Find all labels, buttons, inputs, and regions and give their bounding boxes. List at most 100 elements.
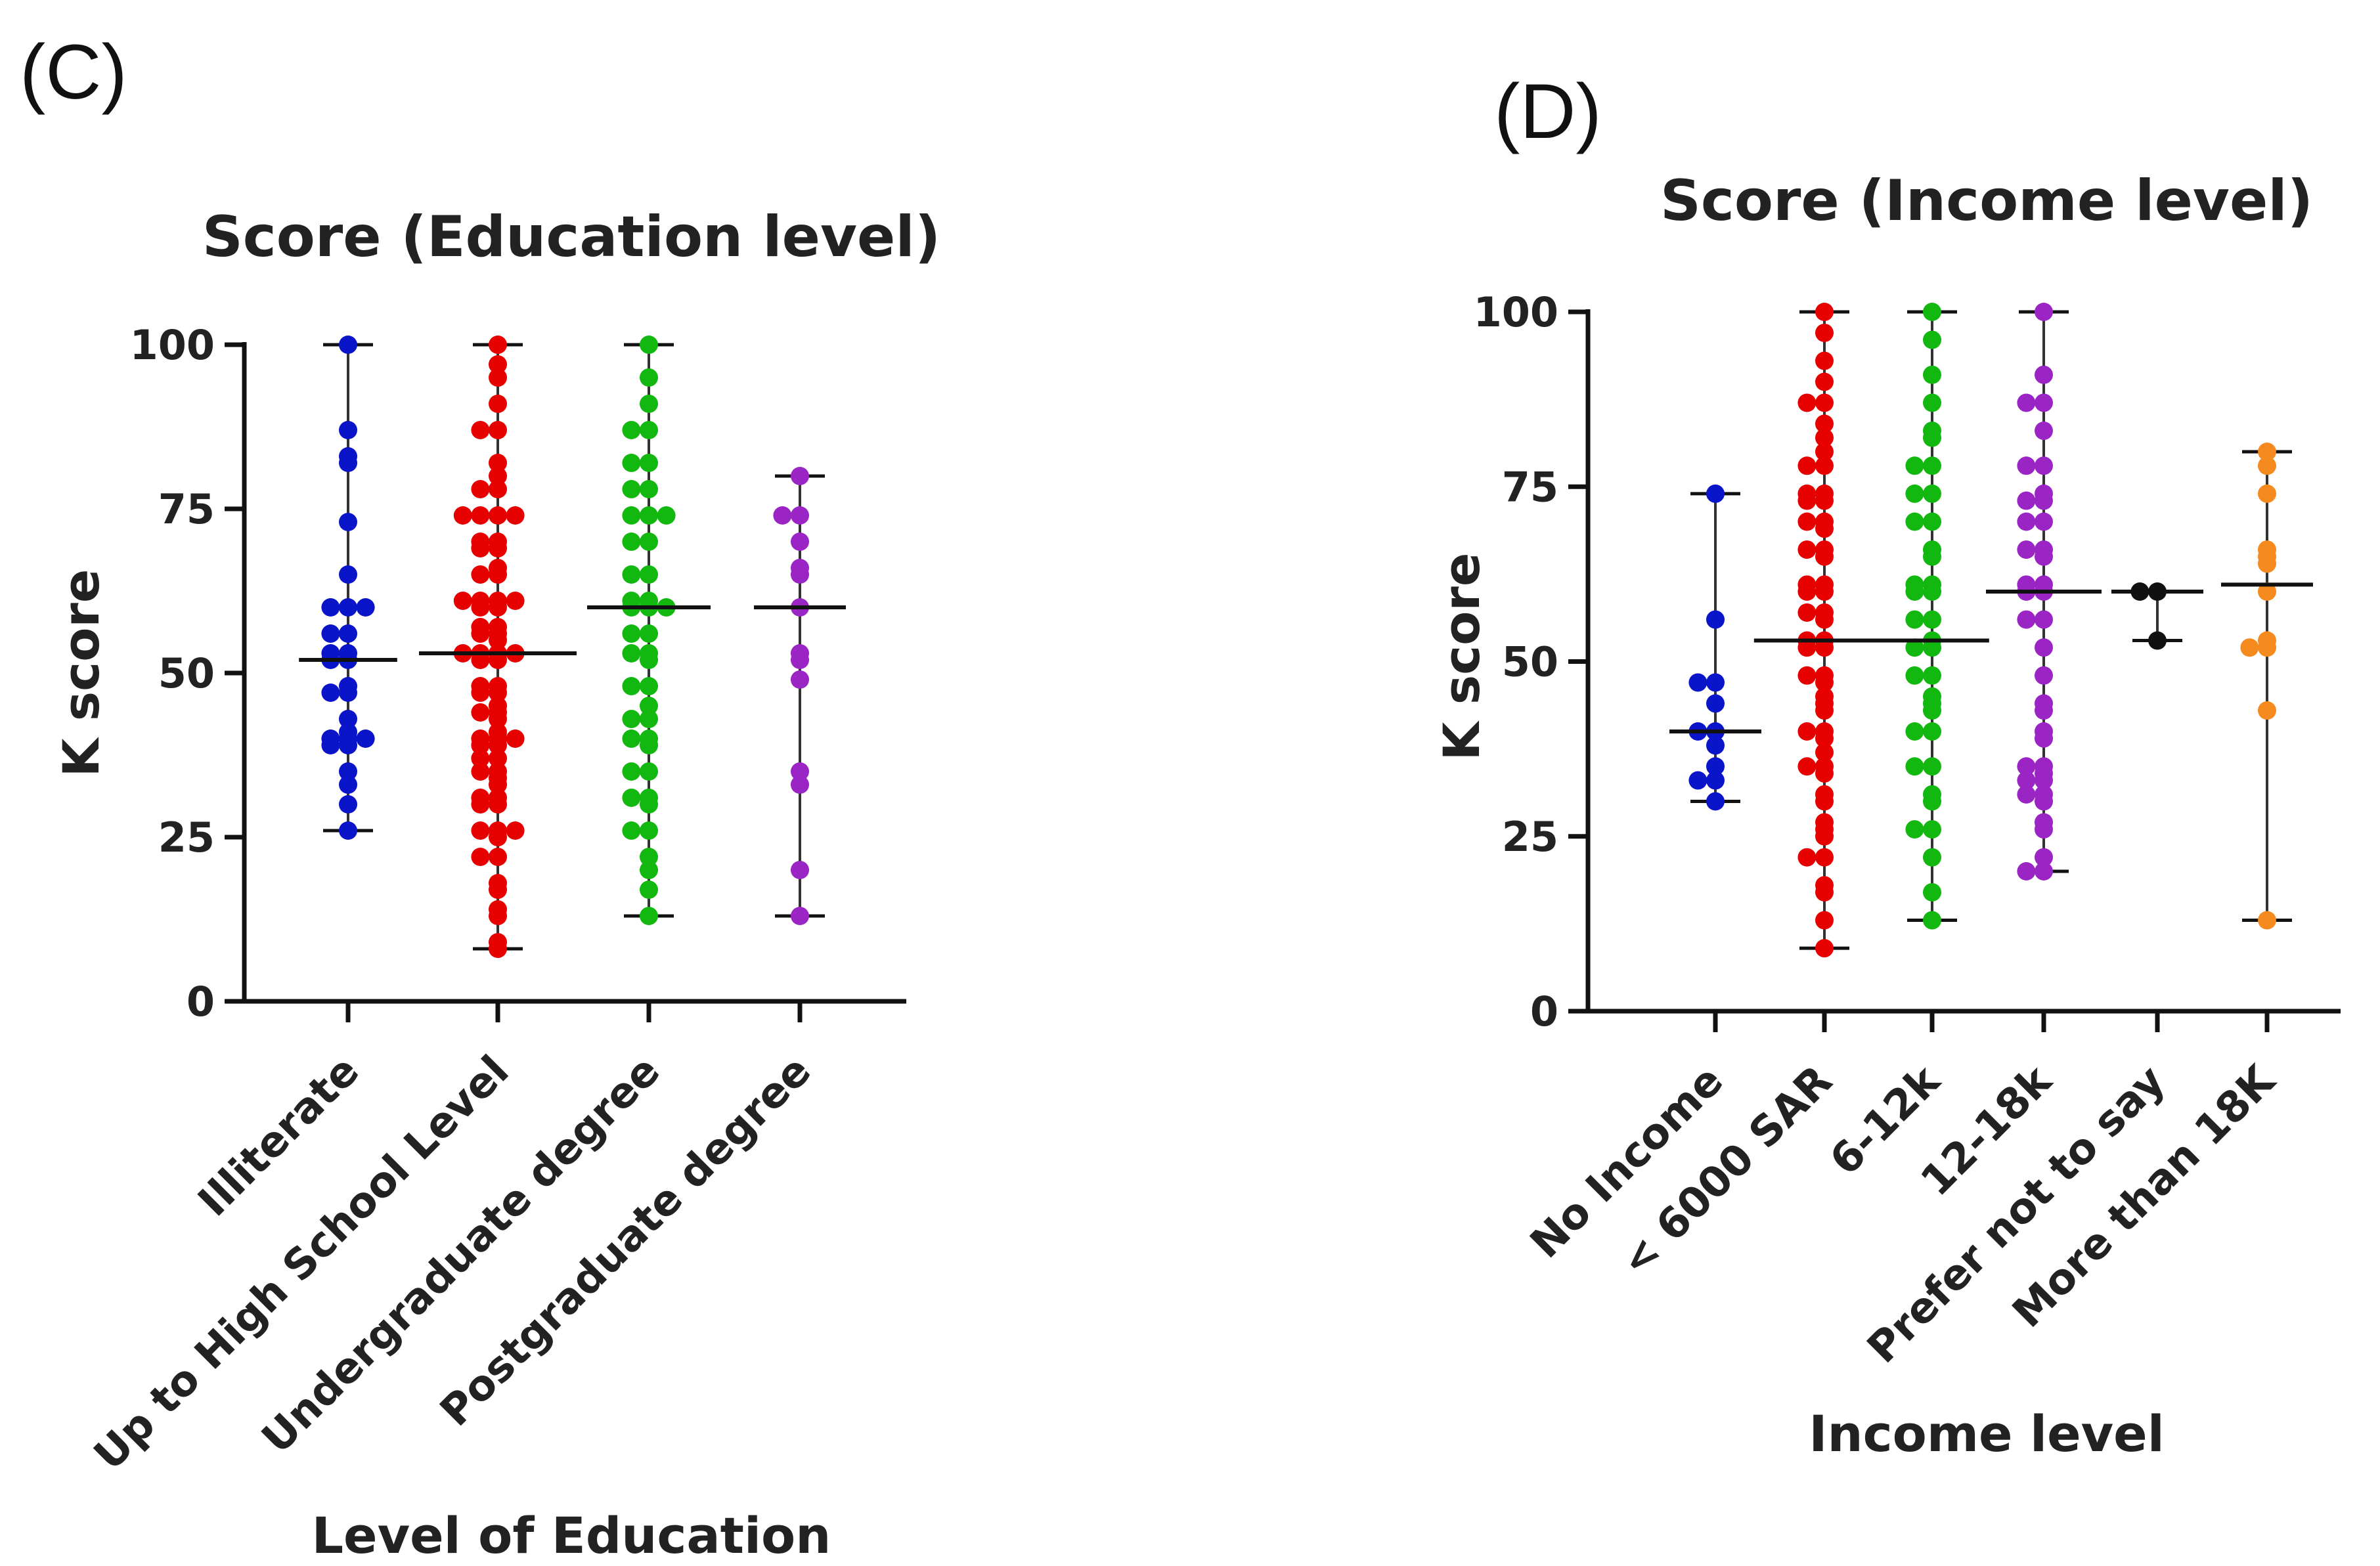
- data-point: [1797, 722, 1817, 741]
- data-point: [622, 565, 641, 584]
- data-point: [1706, 736, 1725, 755]
- data-point: [453, 592, 472, 610]
- data-point: [2035, 792, 2053, 811]
- data-point: [1815, 443, 1834, 461]
- data-point: [1923, 757, 1941, 776]
- y-tick-label: 75: [158, 485, 215, 533]
- data-point: [471, 795, 490, 814]
- data-point: [2148, 631, 2167, 650]
- data-point: [1815, 882, 1834, 902]
- data-point: [1815, 428, 1834, 447]
- data-point: [1923, 512, 1941, 531]
- data-point: [640, 710, 658, 728]
- y-tick-label: 50: [1502, 638, 1558, 686]
- data-point: [1923, 393, 1941, 412]
- x-axis-title: Income level: [1809, 1404, 2165, 1463]
- data-point: [489, 368, 507, 387]
- data-point: [640, 506, 658, 525]
- data-point: [1815, 456, 1834, 475]
- data-point: [1688, 771, 1708, 790]
- data-point: [2258, 484, 2276, 503]
- data-point: [1815, 638, 1834, 657]
- data-point: [640, 368, 658, 387]
- data-point: [2035, 862, 2053, 881]
- data-point: [339, 762, 357, 781]
- data-point: [339, 598, 357, 617]
- data-point: [2035, 393, 2053, 412]
- data-point: [1797, 582, 1817, 601]
- data-point: [1797, 638, 1817, 657]
- data-point: [1923, 911, 1941, 930]
- data-point: [339, 624, 357, 643]
- data-point: [640, 697, 658, 715]
- data-point: [640, 480, 658, 498]
- data-point: [1923, 722, 1941, 741]
- data-point: [339, 710, 357, 728]
- data-point: [791, 506, 809, 525]
- data-point: [2035, 638, 2053, 657]
- data-point: [489, 749, 507, 768]
- data-point: [471, 703, 490, 722]
- data-point: [1905, 512, 1924, 531]
- data-point: [489, 736, 507, 754]
- data-point: [1797, 603, 1817, 622]
- data-point: [1905, 666, 1924, 685]
- data-point: [1923, 701, 1941, 720]
- data-point: [1815, 351, 1834, 370]
- data-point: [1923, 484, 1941, 503]
- data-point: [640, 795, 658, 814]
- data-point: [489, 421, 507, 439]
- data-point: [1923, 547, 1941, 566]
- data-point: [489, 907, 507, 925]
- data-point: [1797, 848, 1817, 867]
- data-point: [622, 454, 641, 472]
- x-axis-title: Level of Education: [312, 1506, 831, 1565]
- data-point: [1797, 491, 1817, 510]
- data-point: [489, 848, 507, 866]
- data-point: [1905, 820, 1924, 839]
- data-point: [1905, 484, 1924, 503]
- data-point: [1815, 610, 1834, 629]
- data-point: [471, 762, 490, 781]
- data-point: [1905, 582, 1924, 601]
- data-point: [1923, 882, 1941, 902]
- data-point: [489, 881, 507, 899]
- data-point: [471, 624, 490, 643]
- data-point: [1815, 582, 1834, 601]
- data-point: [339, 684, 357, 702]
- data-point: [2258, 554, 2276, 573]
- data-point: [1815, 519, 1834, 538]
- data-point: [1815, 764, 1834, 783]
- y-tick-label: 0: [187, 978, 215, 1026]
- data-point: [489, 631, 507, 649]
- data-point: [640, 821, 658, 840]
- data-point: [791, 861, 809, 879]
- data-point: [2017, 862, 2036, 881]
- data-point: [2035, 547, 2053, 566]
- data-point: [1815, 911, 1834, 930]
- data-point: [791, 670, 809, 689]
- data-point: [471, 749, 490, 768]
- data-point: [489, 598, 507, 617]
- data-point: [471, 848, 490, 866]
- data-point: [489, 355, 507, 374]
- data-point: [339, 513, 357, 531]
- data-point: [640, 762, 658, 781]
- data-point: [2035, 820, 2053, 839]
- data-point: [339, 775, 357, 794]
- data-point: [321, 684, 340, 702]
- data-point: [1815, 372, 1834, 391]
- panel-label: (D): [1494, 68, 1602, 155]
- data-point: [622, 480, 641, 498]
- data-point: [1706, 771, 1725, 790]
- data-point: [2258, 443, 2276, 461]
- data-point: [640, 533, 658, 551]
- data-point: [471, 506, 490, 525]
- chart-title: Score (Education level): [202, 204, 940, 270]
- data-point: [1706, 484, 1725, 503]
- y-tick-label: 50: [158, 649, 215, 697]
- data-point: [1923, 365, 1941, 384]
- data-point: [1923, 330, 1941, 349]
- data-point: [339, 795, 357, 814]
